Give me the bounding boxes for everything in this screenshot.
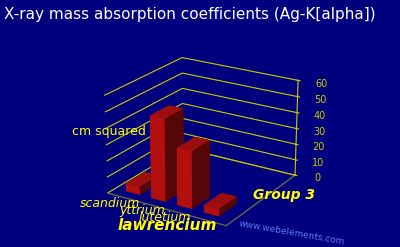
Text: www.webelements.com: www.webelements.com (239, 219, 346, 247)
Text: X-ray mass absorption coefficients (Ag-K[alpha]): X-ray mass absorption coefficients (Ag-K… (4, 7, 376, 22)
